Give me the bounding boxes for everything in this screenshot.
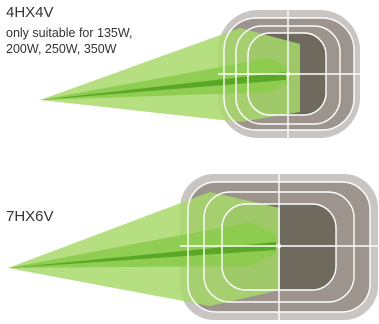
variant-1-beam-mid — [40, 58, 290, 100]
variant-2-beam-mid — [8, 222, 276, 268]
variant-1-grid-lines — [218, 10, 360, 138]
variant-1-model-label: 4HX4V — [6, 4, 54, 21]
variant-2-grid-lines — [180, 174, 378, 320]
variant-1-note-line-1: only suitable for 135W, — [6, 26, 133, 40]
variant-1-pattern — [40, 10, 360, 138]
variant-1-note-line-2: 200W, 250W, 350W — [6, 42, 117, 56]
variant-2-center-point — [276, 243, 282, 249]
variant-2-beam-core — [8, 242, 276, 268]
variant-2-pattern — [8, 174, 378, 320]
variant-2-model-label: 7HX6V — [6, 208, 54, 225]
variant-1-beam-outer — [40, 28, 300, 122]
variant-1-center-point — [285, 71, 291, 77]
